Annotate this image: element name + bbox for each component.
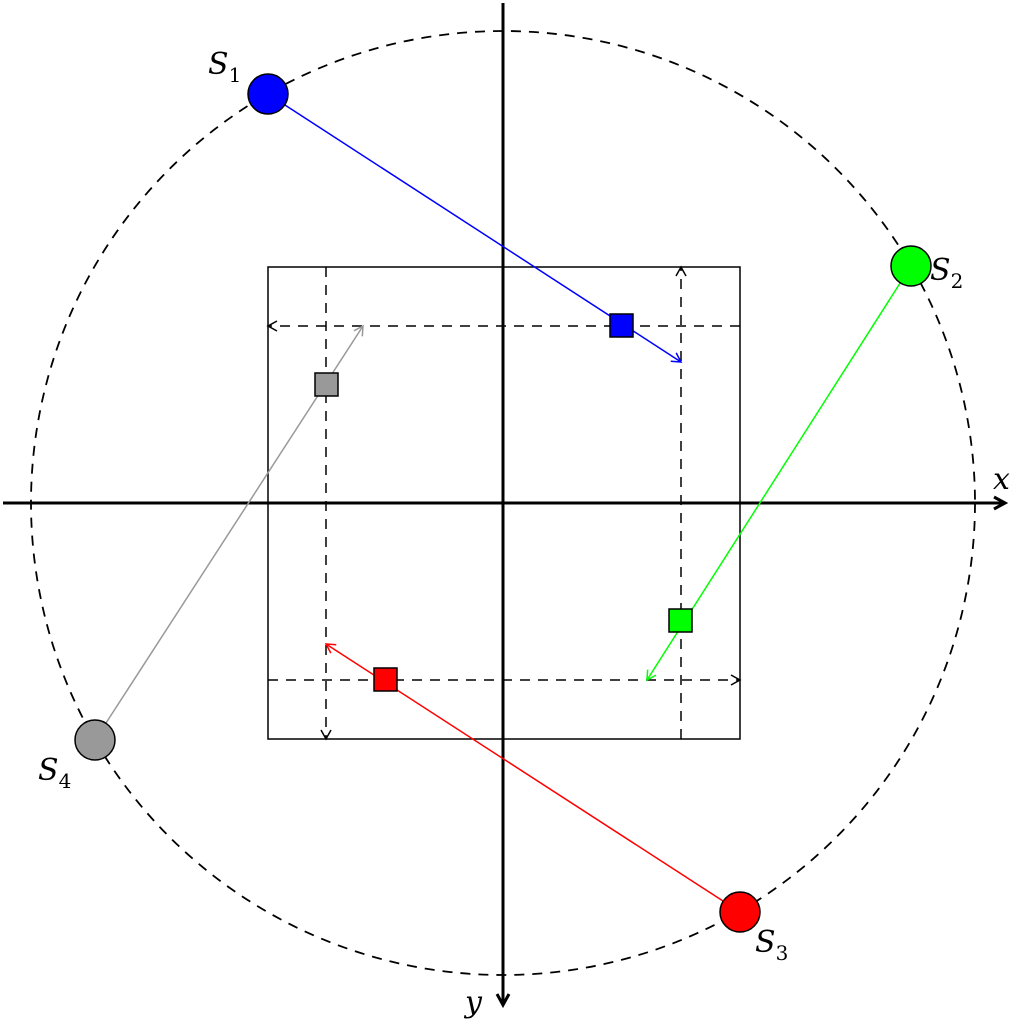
source-s1 xyxy=(247,73,289,115)
label-s3: S3 xyxy=(755,925,788,965)
marker-square-blue xyxy=(609,313,634,338)
x-axis-label: x xyxy=(993,462,1010,497)
source-s2 xyxy=(890,245,932,287)
marker-square-gray xyxy=(314,372,339,397)
marker-square-red xyxy=(373,667,398,692)
label-s4: S4 xyxy=(38,753,71,793)
marker-square-green xyxy=(668,608,693,633)
source-s4 xyxy=(74,719,116,761)
source-s3 xyxy=(719,891,761,933)
label-s1: S1 xyxy=(208,47,241,87)
label-s2: S2 xyxy=(930,253,963,293)
y-axis-label: y xyxy=(463,985,483,1020)
